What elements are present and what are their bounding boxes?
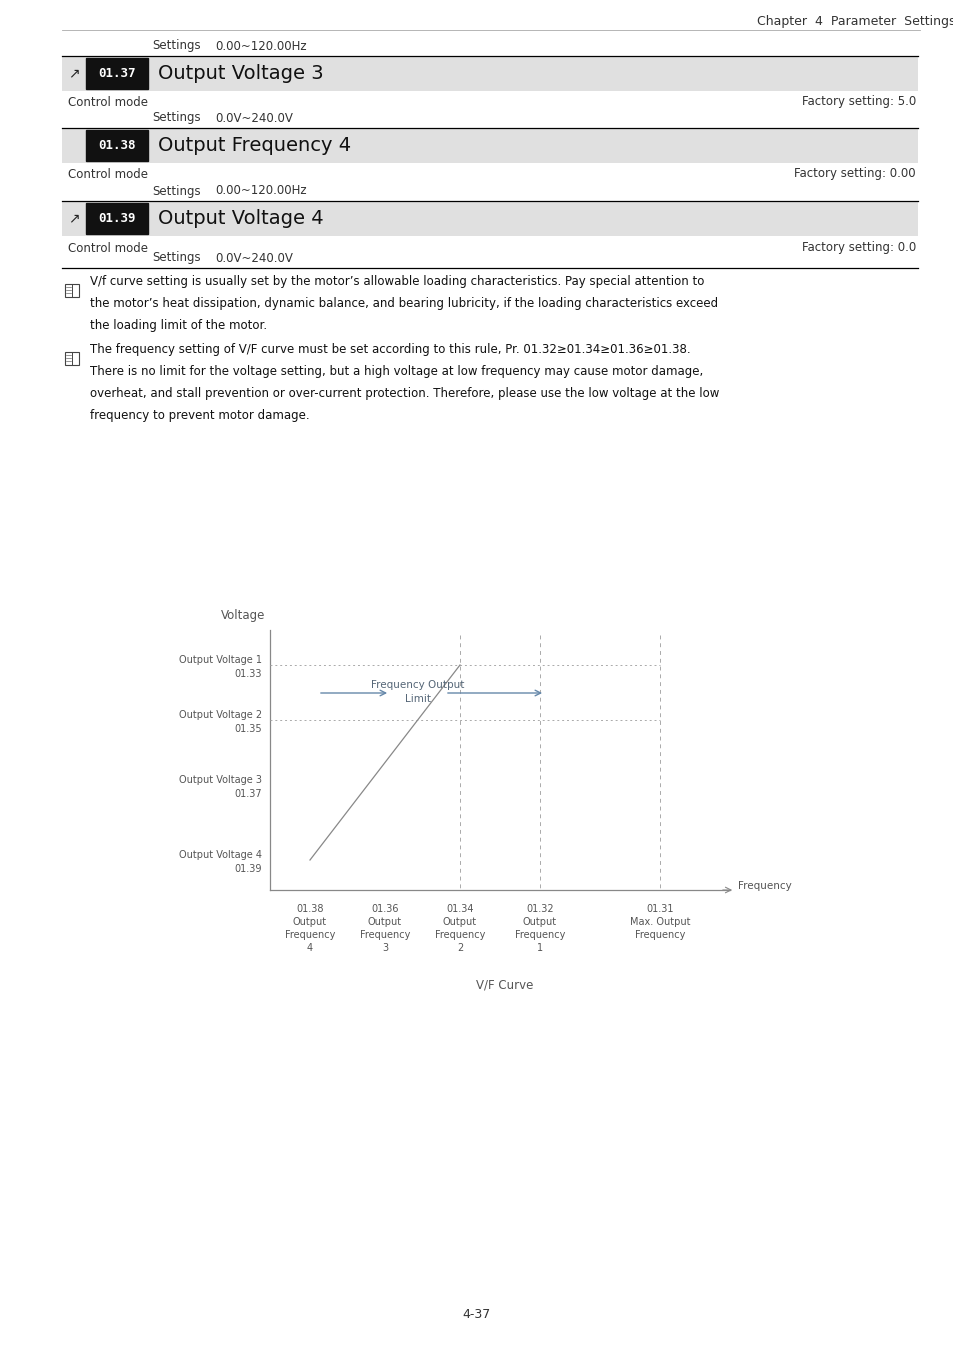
Bar — [62, 128, 917, 163]
Text: Limit: Limit — [405, 694, 431, 703]
Text: Output: Output — [368, 917, 401, 927]
Text: 01.39: 01.39 — [234, 864, 262, 873]
Text: Frequency: Frequency — [634, 930, 684, 940]
Text: 01.39: 01.39 — [98, 212, 135, 225]
Text: Output Voltage 3: Output Voltage 3 — [158, 63, 323, 82]
Text: Output: Output — [442, 917, 476, 927]
Text: ↗: ↗ — [68, 212, 80, 225]
Text: 0.00~120.00Hz: 0.00~120.00Hz — [214, 185, 306, 197]
Text: 4-37: 4-37 — [462, 1308, 491, 1322]
Text: There is no limit for the voltage setting, but a high voltage at low frequency m: There is no limit for the voltage settin… — [90, 366, 702, 378]
Text: Output Frequency 4: Output Frequency 4 — [158, 136, 351, 155]
Text: Factory setting: 5.0: Factory setting: 5.0 — [801, 96, 915, 108]
Text: Output: Output — [522, 917, 557, 927]
Text: V/F Curve: V/F Curve — [476, 979, 533, 991]
Text: Chapter  4  Parameter  Settings |: Chapter 4 Parameter Settings | — [757, 15, 953, 28]
Text: the motor’s heat dissipation, dynamic balance, and bearing lubricity, if the loa: the motor’s heat dissipation, dynamic ba… — [90, 297, 718, 310]
Text: 01.34: 01.34 — [446, 904, 474, 914]
Text: Settings: Settings — [152, 251, 200, 265]
Text: 1: 1 — [537, 944, 542, 953]
Text: 0.00~120.00Hz: 0.00~120.00Hz — [214, 39, 306, 53]
Text: Output Voltage 4: Output Voltage 4 — [179, 850, 262, 860]
Text: Settings: Settings — [152, 185, 200, 197]
Text: 01.37: 01.37 — [98, 68, 135, 80]
Text: overheat, and stall prevention or over-current protection. Therefore, please use: overheat, and stall prevention or over-c… — [90, 387, 719, 401]
Text: 01.35: 01.35 — [234, 724, 262, 734]
Text: Frequency: Frequency — [359, 930, 410, 940]
Bar — [65, 351, 79, 364]
Text: Settings: Settings — [152, 39, 200, 53]
Text: 01.38: 01.38 — [98, 139, 135, 153]
Bar — [86, 58, 148, 89]
Text: Output: Output — [293, 917, 327, 927]
Text: Max. Output: Max. Output — [629, 917, 690, 927]
Text: The frequency setting of V/F curve must be set according to this rule, Pr. 01.32: The frequency setting of V/F curve must … — [90, 343, 690, 356]
Text: Voltage: Voltage — [220, 609, 265, 621]
Text: Frequency: Frequency — [285, 930, 335, 940]
Text: 01.32: 01.32 — [526, 904, 554, 914]
Bar — [65, 284, 79, 297]
Text: Frequency Output: Frequency Output — [371, 680, 464, 690]
Text: Frequency: Frequency — [738, 882, 791, 891]
Text: Settings: Settings — [152, 112, 200, 124]
Text: V/f curve setting is usually set by the motor’s allowable loading characteristic: V/f curve setting is usually set by the … — [90, 275, 703, 289]
Bar — [62, 55, 917, 90]
Text: Output Voltage 4: Output Voltage 4 — [158, 209, 323, 228]
Text: 01.36: 01.36 — [371, 904, 398, 914]
Text: 01.33: 01.33 — [234, 670, 262, 679]
Text: 4: 4 — [307, 944, 313, 953]
Text: 3: 3 — [381, 944, 388, 953]
Text: Control mode: Control mode — [68, 167, 148, 181]
Text: ↗: ↗ — [68, 66, 80, 81]
Text: Output Voltage 1: Output Voltage 1 — [179, 655, 262, 666]
Text: Factory setting: 0.0: Factory setting: 0.0 — [801, 242, 915, 255]
Text: Factory setting: 0.00: Factory setting: 0.00 — [794, 167, 915, 181]
Text: Output Voltage 3: Output Voltage 3 — [179, 775, 262, 784]
Text: Control mode: Control mode — [68, 242, 148, 255]
Bar — [86, 202, 148, 234]
Text: 01.38: 01.38 — [296, 904, 323, 914]
Text: 01.37: 01.37 — [234, 788, 262, 799]
Text: frequency to prevent motor damage.: frequency to prevent motor damage. — [90, 409, 310, 423]
Text: the loading limit of the motor.: the loading limit of the motor. — [90, 320, 267, 332]
Text: 0.0V~240.0V: 0.0V~240.0V — [214, 112, 293, 124]
Text: 0.0V~240.0V: 0.0V~240.0V — [214, 251, 293, 265]
Text: 01.31: 01.31 — [645, 904, 673, 914]
Text: Frequency: Frequency — [515, 930, 564, 940]
Text: Frequency: Frequency — [435, 930, 485, 940]
Bar — [62, 201, 917, 236]
Bar — [86, 130, 148, 161]
Text: 2: 2 — [456, 944, 462, 953]
Text: Control mode: Control mode — [68, 96, 148, 108]
Text: Output Voltage 2: Output Voltage 2 — [178, 710, 262, 720]
